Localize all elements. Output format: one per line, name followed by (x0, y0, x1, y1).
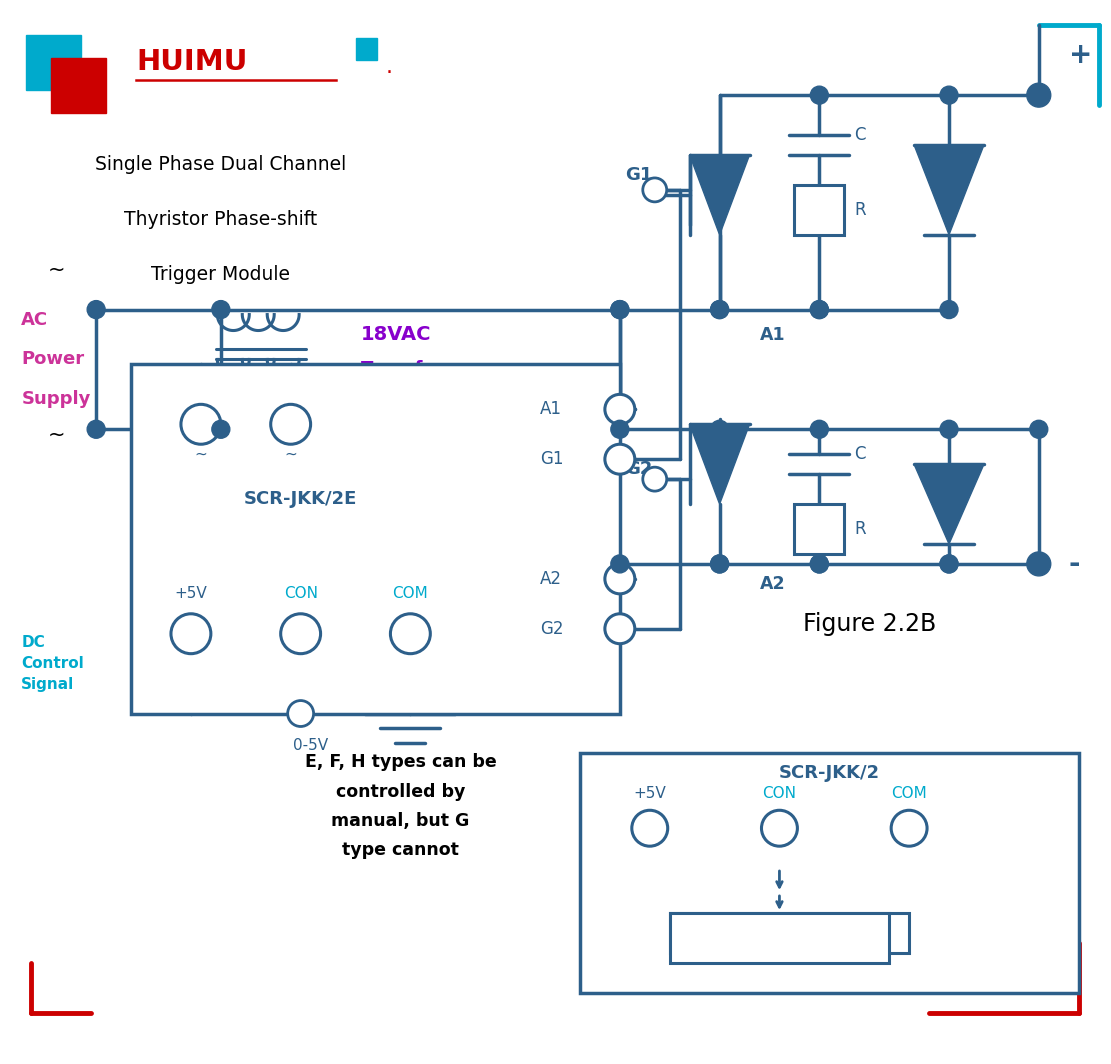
Bar (131, 365, 620, 714)
Circle shape (288, 700, 313, 727)
Text: ~: ~ (284, 447, 297, 462)
Text: C: C (854, 126, 865, 144)
Text: Figure 2.2B: Figure 2.2B (802, 612, 935, 636)
Bar (794, 185, 844, 235)
Circle shape (611, 301, 629, 318)
Circle shape (810, 86, 829, 104)
Circle shape (940, 420, 958, 438)
Circle shape (810, 301, 829, 318)
Text: R: R (854, 201, 865, 219)
Bar (670, 913, 889, 963)
Circle shape (810, 555, 829, 572)
Circle shape (87, 420, 106, 438)
Text: A1: A1 (760, 326, 785, 344)
Text: ~: ~ (48, 260, 66, 280)
Text: ~: ~ (194, 447, 208, 462)
Bar (27, 35, 81, 90)
Circle shape (810, 420, 829, 438)
Circle shape (1027, 552, 1051, 576)
Text: Supply: Supply (21, 390, 91, 409)
Text: A2: A2 (760, 575, 785, 593)
Circle shape (711, 555, 729, 572)
Circle shape (940, 555, 958, 572)
Text: SCR-JKK/2: SCR-JKK/2 (779, 764, 880, 782)
Text: A2: A2 (540, 570, 562, 588)
Circle shape (604, 564, 634, 594)
Text: Single Phase Dual Channel: Single Phase Dual Channel (96, 155, 347, 174)
Text: DC
Control
Signal: DC Control Signal (21, 635, 84, 693)
Circle shape (810, 301, 829, 318)
Circle shape (1030, 420, 1048, 438)
Text: Thyristor Phase-shift: Thyristor Phase-shift (124, 211, 318, 230)
Text: A1: A1 (540, 400, 562, 418)
Circle shape (281, 614, 321, 653)
Circle shape (810, 555, 829, 572)
Text: ~: ~ (48, 425, 66, 445)
Circle shape (940, 86, 958, 104)
Bar (356, 38, 378, 61)
Text: Transformer: Transformer (360, 361, 484, 379)
Text: C: C (854, 445, 865, 463)
Circle shape (604, 614, 634, 644)
Text: G1: G1 (624, 166, 652, 184)
Circle shape (891, 811, 927, 846)
Text: Trigger Module: Trigger Module (151, 265, 290, 284)
Circle shape (761, 811, 798, 846)
Text: 2-10K: 2-10K (805, 929, 853, 947)
Circle shape (611, 555, 629, 572)
Bar (580, 753, 1079, 993)
Circle shape (711, 301, 729, 318)
Circle shape (632, 811, 668, 846)
Circle shape (181, 404, 221, 445)
Circle shape (604, 445, 634, 475)
Text: -: - (1069, 550, 1080, 578)
Text: 18VAC: 18VAC (360, 325, 431, 344)
Text: HUIMU: HUIMU (136, 48, 248, 77)
Circle shape (390, 614, 430, 653)
Circle shape (611, 301, 629, 318)
Circle shape (940, 555, 958, 572)
Polygon shape (914, 464, 984, 544)
Text: COM: COM (891, 786, 927, 801)
Circle shape (711, 555, 729, 572)
Circle shape (271, 404, 311, 445)
Circle shape (1027, 83, 1051, 107)
Circle shape (643, 467, 667, 492)
Text: COM: COM (392, 586, 428, 601)
Circle shape (711, 301, 729, 318)
Text: CON: CON (762, 786, 797, 801)
Text: +: + (1069, 41, 1092, 69)
Text: G1: G1 (540, 450, 563, 468)
Text: .: . (386, 57, 392, 78)
Polygon shape (690, 155, 750, 235)
Text: SCR-JKK/2E: SCR-JKK/2E (244, 491, 358, 509)
Bar (794, 504, 844, 554)
Text: G2: G2 (624, 460, 652, 478)
Text: +5V: +5V (633, 786, 667, 801)
Circle shape (611, 420, 629, 438)
Circle shape (212, 420, 230, 438)
Text: 2-10K: 2-10K (805, 924, 853, 942)
Text: CON: CON (283, 586, 318, 601)
Polygon shape (690, 425, 750, 504)
Circle shape (212, 301, 230, 318)
Polygon shape (914, 145, 984, 235)
Text: E, F, H types can be
controlled by
manual, but G
type cannot: E, F, H types can be controlled by manua… (304, 753, 497, 859)
Circle shape (171, 614, 211, 653)
Text: G2: G2 (540, 619, 563, 637)
Circle shape (643, 178, 667, 202)
Circle shape (87, 301, 106, 318)
Bar (670, 913, 909, 953)
Text: Power: Power (21, 350, 84, 368)
Text: R: R (854, 520, 865, 538)
Circle shape (711, 420, 729, 438)
Circle shape (1030, 86, 1048, 104)
Text: 0-5V: 0-5V (293, 738, 328, 753)
Bar (51, 59, 107, 113)
Circle shape (940, 301, 958, 318)
Text: AC: AC (21, 311, 49, 329)
Circle shape (604, 395, 634, 425)
Text: +5V: +5V (174, 586, 208, 601)
Circle shape (1030, 555, 1048, 572)
